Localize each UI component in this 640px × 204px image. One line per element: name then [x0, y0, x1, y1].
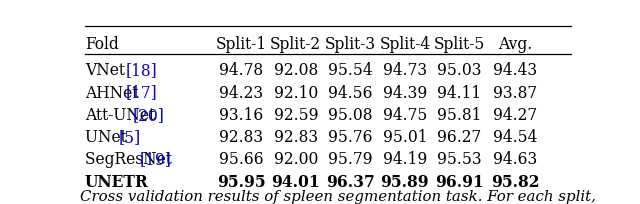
Text: 95.82: 95.82 [492, 173, 540, 190]
Text: 94.54: 94.54 [493, 128, 538, 145]
Text: 95.08: 95.08 [328, 106, 372, 123]
Text: 92.59: 92.59 [273, 106, 318, 123]
Text: Att-UNet: Att-UNet [85, 106, 160, 123]
Text: 92.10: 92.10 [274, 84, 318, 101]
Text: 96.37: 96.37 [326, 173, 374, 190]
Text: 96.91: 96.91 [435, 173, 484, 190]
Text: Fold: Fold [85, 35, 118, 52]
Text: [20]: [20] [133, 106, 165, 123]
Text: VNet: VNet [85, 62, 130, 79]
Text: 95.81: 95.81 [437, 106, 482, 123]
Text: 95.66: 95.66 [219, 150, 264, 167]
Text: Avg.: Avg. [499, 35, 532, 52]
Text: Split-3: Split-3 [324, 35, 376, 52]
Text: 94.56: 94.56 [328, 84, 372, 101]
Text: 94.01: 94.01 [271, 173, 320, 190]
Text: 92.83: 92.83 [219, 128, 263, 145]
Text: 95.03: 95.03 [437, 62, 482, 79]
Text: 95.01: 95.01 [383, 128, 427, 145]
Text: 95.54: 95.54 [328, 62, 372, 79]
Text: UNETR: UNETR [85, 173, 148, 190]
Text: [18]: [18] [125, 62, 157, 79]
Text: 94.75: 94.75 [383, 106, 427, 123]
Text: [5]: [5] [118, 128, 141, 145]
Text: UNet: UNet [85, 128, 132, 145]
Text: 92.83: 92.83 [274, 128, 318, 145]
Text: 92.08: 92.08 [274, 62, 318, 79]
Text: [17]: [17] [125, 84, 157, 101]
Text: 92.00: 92.00 [273, 150, 318, 167]
Text: Split-4: Split-4 [380, 35, 431, 52]
Text: 94.43: 94.43 [493, 62, 538, 79]
Text: Split-2: Split-2 [270, 35, 321, 52]
Text: 94.27: 94.27 [493, 106, 538, 123]
Text: SegResNet: SegResNet [85, 150, 177, 167]
Text: 94.63: 94.63 [493, 150, 538, 167]
Text: [19]: [19] [140, 150, 172, 167]
Text: 95.53: 95.53 [437, 150, 482, 167]
Text: 95.89: 95.89 [381, 173, 429, 190]
Text: 95.79: 95.79 [328, 150, 372, 167]
Text: 93.16: 93.16 [219, 106, 263, 123]
Text: Split-1: Split-1 [216, 35, 267, 52]
Text: Cross validation results of spleen segmentation task. For each split,: Cross validation results of spleen segme… [80, 189, 596, 203]
Text: 96.27: 96.27 [437, 128, 481, 145]
Text: 95.76: 95.76 [328, 128, 372, 145]
Text: Split-5: Split-5 [434, 35, 485, 52]
Text: 94.78: 94.78 [219, 62, 263, 79]
Text: 94.23: 94.23 [219, 84, 263, 101]
Text: 94.73: 94.73 [383, 62, 427, 79]
Text: AHNet: AHNet [85, 84, 143, 101]
Text: 95.95: 95.95 [217, 173, 266, 190]
Text: 94.19: 94.19 [383, 150, 427, 167]
Text: 94.39: 94.39 [383, 84, 427, 101]
Text: 93.87: 93.87 [493, 84, 538, 101]
Text: 94.11: 94.11 [437, 84, 481, 101]
